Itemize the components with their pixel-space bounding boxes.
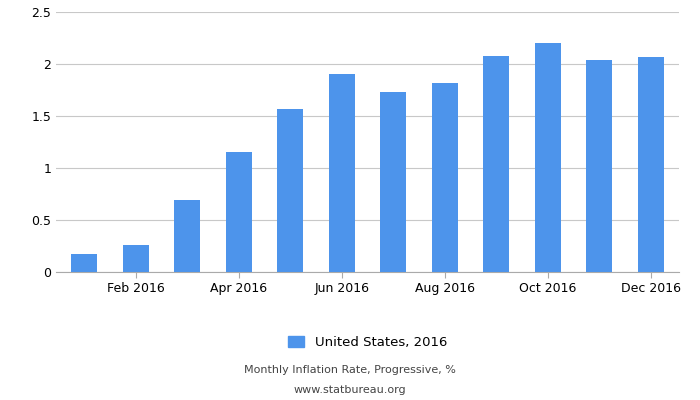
Bar [432, 83, 458, 272]
Bar [483, 56, 509, 272]
Text: Monthly Inflation Rate, Progressive, %: Monthly Inflation Rate, Progressive, % [244, 365, 456, 375]
Bar [587, 60, 612, 272]
Bar [380, 92, 406, 272]
Bar [71, 254, 97, 272]
Bar [174, 200, 200, 272]
Text: www.statbureau.org: www.statbureau.org [294, 385, 406, 395]
Legend: United States, 2016: United States, 2016 [288, 336, 447, 349]
Bar [638, 57, 664, 272]
Bar [277, 109, 303, 272]
Bar [226, 152, 252, 272]
Bar [535, 43, 561, 272]
Bar [329, 74, 355, 272]
Bar [123, 245, 148, 272]
